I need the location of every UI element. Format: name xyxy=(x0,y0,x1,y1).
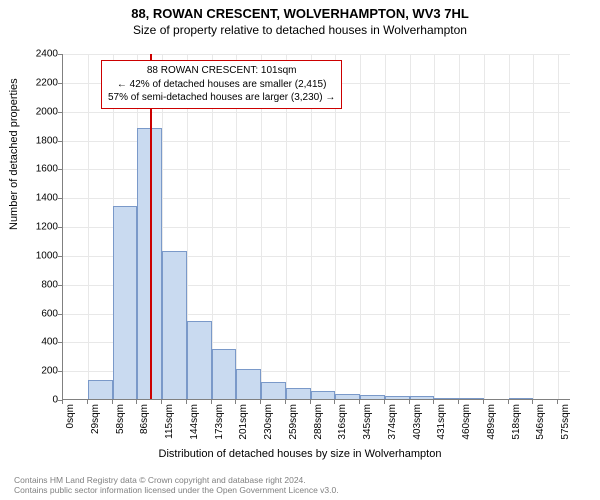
y-axis-label: Number of detached properties xyxy=(8,78,20,230)
histogram-bar xyxy=(311,391,335,399)
title-block: 88, ROWAN CRESCENT, WOLVERHAMPTON, WV3 7… xyxy=(0,0,600,37)
histogram-bar xyxy=(335,394,360,399)
y-tick-label: 0 xyxy=(18,395,58,406)
x-tick-label: 0sqm xyxy=(65,404,76,454)
histogram-bar xyxy=(212,349,236,399)
x-tick-label: 115sqm xyxy=(164,404,175,454)
y-tick-label: 1200 xyxy=(18,222,58,233)
y-tick-label: 1600 xyxy=(18,164,58,175)
x-tick-label: 230sqm xyxy=(263,404,274,454)
histogram-bar xyxy=(261,382,286,399)
y-tick-label: 2200 xyxy=(18,77,58,88)
y-tick-label: 2400 xyxy=(18,49,58,60)
histogram-bar xyxy=(236,369,261,399)
histogram-bar xyxy=(410,396,434,399)
annotation-line-3: 57% of semi-detached houses are larger (… xyxy=(108,91,335,105)
x-tick-label: 201sqm xyxy=(238,404,249,454)
x-tick-label: 29sqm xyxy=(90,404,101,454)
histogram-bar xyxy=(459,398,484,399)
x-tick-label: 403sqm xyxy=(412,404,423,454)
y-tick-label: 200 xyxy=(18,366,58,377)
y-tick-label: 1400 xyxy=(18,193,58,204)
y-tick-label: 1800 xyxy=(18,135,58,146)
histogram-bar xyxy=(434,398,459,399)
x-tick-label: 288sqm xyxy=(313,404,324,454)
title-subtitle: Size of property relative to detached ho… xyxy=(0,23,600,37)
histogram-bar xyxy=(360,395,385,399)
y-tick-label: 400 xyxy=(18,337,58,348)
histogram-bar xyxy=(385,396,410,399)
x-tick-label: 518sqm xyxy=(511,404,522,454)
x-tick-label: 144sqm xyxy=(189,404,200,454)
title-address: 88, ROWAN CRESCENT, WOLVERHAMPTON, WV3 7… xyxy=(0,6,600,21)
x-tick-label: 460sqm xyxy=(461,404,472,454)
y-tick-label: 1000 xyxy=(18,250,58,261)
histogram-bar xyxy=(162,251,187,399)
histogram-chart: 88 ROWAN CRESCENT: 101sqm ← 42% of detac… xyxy=(62,54,570,400)
y-tick-label: 600 xyxy=(18,308,58,319)
x-tick-label: 431sqm xyxy=(436,404,447,454)
x-tick-label: 173sqm xyxy=(214,404,225,454)
y-tick-label: 800 xyxy=(18,279,58,290)
histogram-bar xyxy=(113,206,137,399)
histogram-bar xyxy=(286,388,311,399)
x-tick-label: 58sqm xyxy=(115,404,126,454)
x-tick-label: 316sqm xyxy=(337,404,348,454)
x-tick-label: 345sqm xyxy=(362,404,373,454)
attribution-line-2: Contains public sector information licen… xyxy=(14,485,586,496)
x-axis-label: Distribution of detached houses by size … xyxy=(0,448,600,460)
y-tick-label: 2000 xyxy=(18,106,58,117)
attribution-line-1: Contains HM Land Registry data © Crown c… xyxy=(14,475,586,486)
x-tick-label: 259sqm xyxy=(288,404,299,454)
x-tick-label: 546sqm xyxy=(535,404,546,454)
annotation-line-1: 88 ROWAN CRESCENT: 101sqm xyxy=(108,64,335,78)
histogram-bar xyxy=(187,321,212,399)
annotation-box: 88 ROWAN CRESCENT: 101sqm ← 42% of detac… xyxy=(101,60,342,109)
x-tick-label: 575sqm xyxy=(560,404,571,454)
x-tick-label: 489sqm xyxy=(486,404,497,454)
x-tick-label: 374sqm xyxy=(387,404,398,454)
attribution: Contains HM Land Registry data © Crown c… xyxy=(14,475,586,496)
annotation-line-2: ← 42% of detached houses are smaller (2,… xyxy=(108,78,335,92)
x-tick-label: 86sqm xyxy=(139,404,150,454)
histogram-bar xyxy=(88,380,113,399)
histogram-bar xyxy=(509,398,533,399)
